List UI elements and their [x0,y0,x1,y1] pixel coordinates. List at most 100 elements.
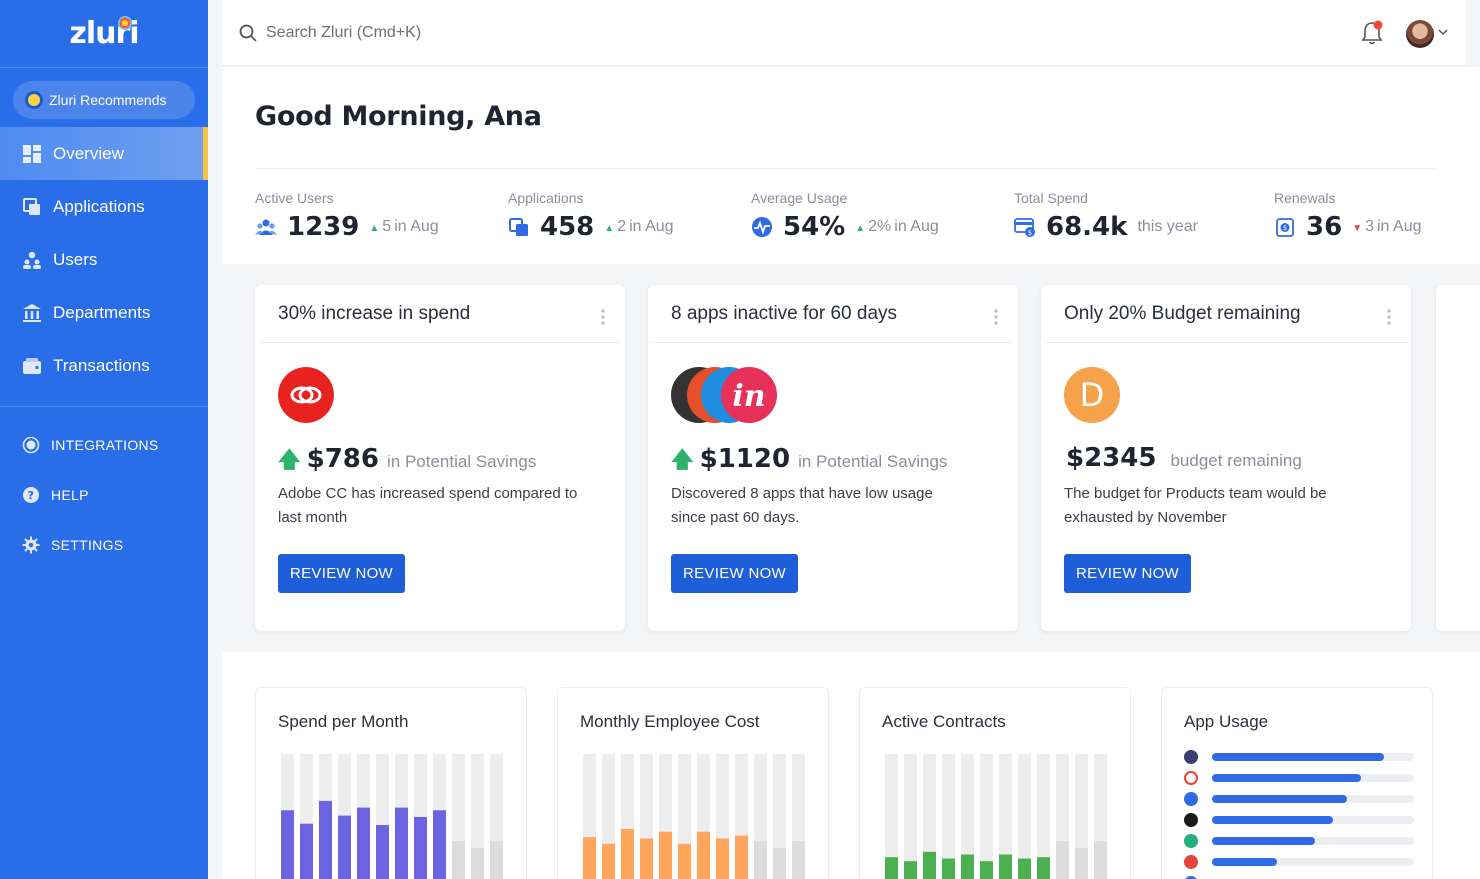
budget-note: budget remaining [1170,451,1302,470]
gear-icon [22,536,40,554]
renewal-icon: $ [1276,218,1294,237]
logo-dot-icon [118,16,132,30]
nav-transactions[interactable]: Transactions [0,339,208,392]
bar [602,843,615,879]
google-icon [1184,770,1198,785]
kebab-menu-icon[interactable] [994,309,998,325]
bar [923,851,936,879]
bar-track [904,754,917,879]
stat-value: 458 [540,212,595,242]
monthly-employee-cost-widget[interactable]: Monthly Employee Cost [557,687,829,879]
nav-users[interactable]: Users [0,233,208,286]
review-now-button[interactable]: REVIEW NOW [1064,554,1191,593]
stat-delta: ▲ 2% in Aug [855,218,939,235]
nav-departments[interactable]: Departments [0,286,208,339]
bar [471,847,484,879]
widget-title: App Usage [1184,712,1269,731]
stat-renewals[interactable]: Renewals $ 36 ▼ 3 in Aug [1274,190,1421,242]
usage-row [1184,788,1414,809]
bar [1094,841,1107,879]
savings-row: 🡅 $1120 in Potential Savings [671,443,947,481]
bar [281,810,294,879]
savings-row: 🡅 $786 in Potential Savings [278,443,536,481]
recommends-label: Zluri Recommends [49,92,167,108]
applications-icon [22,197,42,217]
stat-delta: ▲ 5 in Aug [369,218,439,235]
app-7-icon [1184,875,1198,879]
recommendation-card: Only 20% Budget remaining D $2345 budget… [1041,285,1411,631]
nav-users-label: Users [53,249,98,269]
bar [1018,858,1031,879]
card-description: Adobe CC has increased spend compared to… [278,485,578,526]
bar [735,835,748,879]
spend-per-month-widget[interactable]: Spend per Month [255,687,527,879]
usage-track [1212,836,1414,845]
app-3-icon [1184,791,1198,806]
bar-track [885,754,898,879]
inactive-apps-icons: in [671,367,777,423]
bar [773,847,786,879]
stat-value: 1239 [287,212,360,242]
active-contracts-widget[interactable]: Active Contracts [859,687,1131,879]
bar [1075,847,1088,879]
zluri-recommends-button[interactable]: Zluri Recommends [13,81,195,119]
bar [659,831,672,879]
stat-total-spend[interactable]: Total Spend $ 68.4k this year [1014,190,1198,242]
department-avatar: D [1064,367,1120,423]
bar [490,841,503,879]
kebab-menu-icon[interactable] [1387,309,1391,325]
stat-delta: ▼ 3 in Aug [1352,218,1422,235]
bar-track [980,754,993,879]
search-icon [239,24,257,42]
card-title: 8 apps inactive for 60 days [652,285,1014,343]
search-input[interactable] [266,23,666,42]
stat-value: 36 [1306,212,1343,242]
recommendation-card: 8 apps inactive for 60 days in 🡅 $1120 i… [648,285,1018,631]
stat-value: 54% [783,212,846,242]
stat-delta: this year [1137,218,1198,235]
trend-up-icon: ▲ [604,223,615,234]
card-title: 30% increase in spend [259,285,621,343]
bar [716,838,729,879]
nav-help[interactable]: ? HELP [0,470,208,520]
users-icon [22,250,42,270]
nav-transactions-label: Transactions [53,355,150,375]
bar [885,857,898,879]
nav-settings[interactable]: SETTINGS [0,520,208,570]
stat-active-users[interactable]: Active Users 1239 ▲ 5 in Aug [255,190,439,242]
bar [338,815,351,879]
review-now-button[interactable]: REVIEW NOW [671,554,798,593]
stat-average-usage[interactable]: Average Usage 54% ▲ 2% in Aug [751,190,939,242]
chevron-down-icon[interactable] [1438,27,1448,37]
contracts-bar-chart [885,754,1107,879]
stat-applications[interactable]: Applications 458 ▲ 2 in Aug [508,190,674,242]
stats-divider [255,168,1435,169]
svg-text:$: $ [1283,224,1287,232]
page-title: Good Morning, Ana [255,101,542,132]
nav-applications[interactable]: Applications [0,180,208,233]
usage-track [1212,857,1414,866]
nav-integrations[interactable]: INTEGRATIONS [0,420,208,470]
bell-icon[interactable] [1360,20,1384,46]
logo[interactable]: zluri [0,0,208,68]
trend-up-icon: ▲ [369,223,380,234]
pulse-icon [752,217,772,237]
kebab-menu-icon[interactable] [601,309,605,325]
bar-track [1037,754,1050,879]
app-usage-widget[interactable]: App Usage [1161,687,1433,879]
nav-overview[interactable]: Overview [0,127,208,180]
savings-amount: $1120 [699,444,791,474]
card-description: The budget for Products team would be ex… [1064,485,1327,526]
card-description: Discovered 8 apps that have low usage si… [671,485,933,526]
bar-track [942,754,955,879]
employee-cost-bar-chart [583,754,805,879]
bar [395,807,408,879]
review-now-button[interactable]: REVIEW NOW [278,554,405,593]
bar [1056,841,1069,879]
users-icon [255,219,277,235]
app-usage-list [1184,746,1414,879]
usage-bar [1212,773,1362,782]
avatar[interactable] [1406,20,1434,48]
app-1-icon [1184,749,1198,764]
next-card-peek[interactable] [1436,285,1480,631]
